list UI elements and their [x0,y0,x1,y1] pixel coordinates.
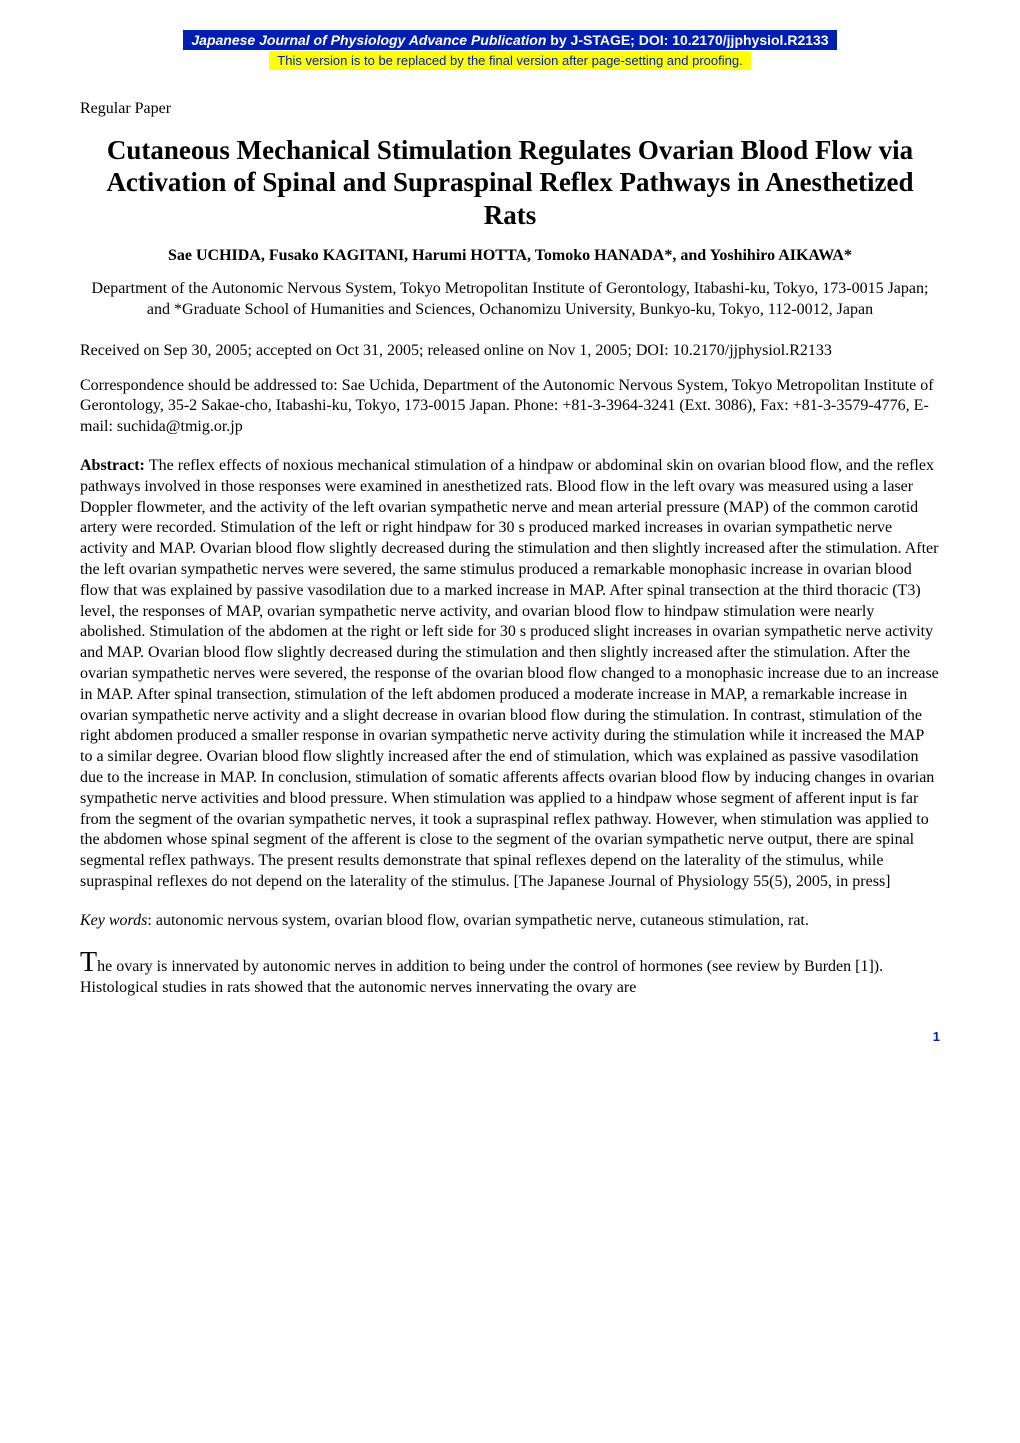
keywords-label: Key words [80,912,147,929]
page-number: 1 [80,1029,940,1044]
keywords: Key words: autonomic nervous system, ova… [80,911,940,932]
affiliation: Department of the Autonomic Nervous Syst… [80,279,940,321]
doi-text: by J-STAGE; DOI: 10.2170/jjphysiol.R2133 [546,32,828,48]
journal-name: Japanese Journal of Physiology Advance P… [191,32,546,48]
paper-type: Regular Paper [80,100,940,118]
abstract: Abstract: The reflex effects of noxious … [80,456,940,893]
authors: Sae UCHIDA, Fusako KAGITANI, Harumi HOTT… [80,247,940,265]
abstract-text: The reflex effects of noxious mechanical… [80,457,939,890]
drop-cap: T [80,947,97,978]
banner-top-line: Japanese Journal of Physiology Advance P… [183,30,836,50]
keywords-text: : autonomic nervous system, ovarian bloo… [147,912,808,929]
body-paragraph: The ovary is innervated by autonomic ner… [80,949,940,999]
publication-banner: Japanese Journal of Physiology Advance P… [80,30,940,70]
banner-sub-line: This version is to be replaced by the fi… [269,51,750,70]
body-text-content: he ovary is innervated by autonomic nerv… [80,958,883,996]
paper-title: Cutaneous Mechanical Stimulation Regulat… [80,134,940,231]
correspondence: Correspondence should be addressed to: S… [80,376,940,438]
abstract-label: Abstract: [80,457,149,474]
received-info: Received on Sep 30, 2005; accepted on Oc… [80,341,940,362]
